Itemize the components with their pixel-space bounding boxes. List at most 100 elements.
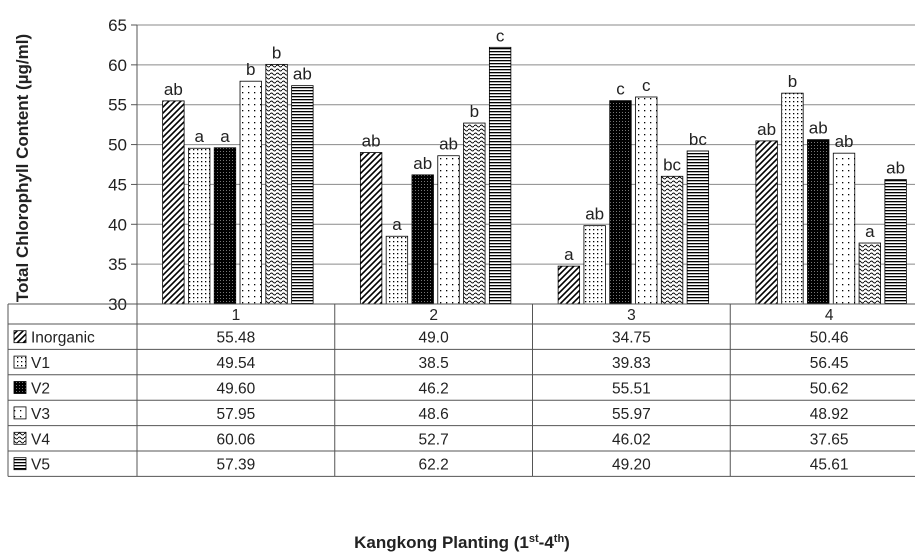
- table-cell-value: 39.83: [612, 355, 651, 372]
- bar-v3-cat-1: [239, 80, 262, 305]
- category-label: 4: [825, 307, 834, 324]
- significance-letter: b: [246, 60, 255, 79]
- bar-v5-cat-2: [488, 46, 512, 305]
- significance-letter: ab: [413, 154, 432, 173]
- y-axis-label: Total Chlorophyll Content (µg/ml): [13, 34, 32, 302]
- bar-v3-cat-4: [832, 152, 856, 305]
- legend-entry: V3: [31, 406, 50, 423]
- bar-v2-cat-2: [411, 174, 434, 305]
- bar-v4-cat-3: [660, 175, 684, 305]
- significance-letter: c: [642, 76, 651, 95]
- y-tick-label: 50: [108, 136, 127, 155]
- bar-v5-cat-1: [291, 85, 314, 305]
- bar-inorganic-cat-1: [162, 100, 185, 305]
- table-cell-value: 55.51: [612, 381, 651, 398]
- legend-entry: Inorganic: [31, 330, 95, 347]
- bar-v2-cat-4: [807, 139, 830, 305]
- bar-v3-cat-2: [437, 155, 460, 305]
- significance-letter: bc: [689, 130, 707, 149]
- category-label: 2: [429, 307, 438, 324]
- significance-letter: a: [564, 245, 574, 264]
- table-cell-value: 48.6: [419, 406, 449, 423]
- table-cell-value: 50.46: [810, 330, 849, 347]
- y-tick-label: 60: [108, 56, 127, 75]
- table-cell-value: 52.7: [419, 431, 449, 448]
- table-cell-value: 50.62: [810, 381, 849, 398]
- bars: [162, 46, 907, 305]
- legend-swatch: [13, 431, 27, 445]
- table-cell-value: 49.54: [216, 355, 255, 372]
- legend-swatch: [13, 355, 27, 369]
- significance-letter: ab: [835, 132, 854, 151]
- significance-letter: c: [496, 26, 505, 45]
- significance-letter: b: [470, 102, 479, 121]
- significance-letter: ab: [757, 120, 776, 139]
- legend-swatch: [13, 381, 27, 394]
- significance-letter: a: [392, 215, 402, 234]
- table-cell-value: 46.2: [419, 381, 449, 398]
- bar-v4-cat-1: [265, 63, 288, 305]
- table-cell-value: 62.2: [419, 457, 449, 474]
- table-cell-value: 49.60: [216, 381, 255, 398]
- bar-v1-cat-3: [583, 225, 606, 305]
- bar-v4-cat-4: [858, 242, 881, 305]
- bar-v3-cat-3: [635, 96, 658, 305]
- table-cell-value: 55.97: [612, 406, 651, 423]
- significance-letter: ab: [585, 205, 604, 224]
- y-tick-label: 45: [108, 175, 127, 194]
- legend-entry: V2: [31, 381, 50, 398]
- bar-v5-cat-3: [686, 150, 710, 305]
- table-cell-value: 57.39: [216, 457, 255, 474]
- y-tick-label: 55: [108, 96, 127, 115]
- y-tick-label: 35: [108, 255, 127, 274]
- table-cell-value: 48.92: [810, 406, 849, 423]
- significance-letter: a: [865, 222, 875, 241]
- bar-v1-cat-1: [188, 147, 211, 305]
- table-cell-value: 34.75: [612, 330, 651, 347]
- bar-inorganic-cat-4: [755, 140, 778, 305]
- significance-letter: ab: [164, 80, 183, 99]
- legend-swatch: [13, 457, 27, 471]
- significance-letter: b: [272, 43, 281, 62]
- significance-letter: ab: [293, 65, 312, 84]
- table-cell-value: 55.48: [216, 330, 255, 347]
- data-table: 1 2 3 4 Inorganic 55.48 49.0 34.75 50.46 V1 49.54 3…: [7, 303, 915, 477]
- legend-entry: V4: [31, 431, 50, 448]
- table-cell-value: 56.45: [810, 355, 849, 372]
- legend-entry: V5: [31, 457, 50, 474]
- significance-letter: c: [616, 80, 625, 99]
- significance-letter: ab: [362, 132, 381, 151]
- table-cell-value: 46.02: [612, 431, 651, 448]
- bar-inorganic-cat-3: [557, 265, 581, 305]
- x-axis-label: Kangkong Planting (1st-4th): [354, 533, 570, 552]
- bar-v4-cat-2: [463, 122, 486, 305]
- table-cell-value: 60.06: [216, 431, 255, 448]
- significance-letter: a: [220, 127, 230, 146]
- bar-v1-cat-4: [781, 92, 804, 305]
- table-cell-value: 49.20: [612, 457, 651, 474]
- category-label: 1: [232, 307, 241, 324]
- significance-letter: ab: [439, 135, 458, 154]
- table-cell-value: 49.0: [419, 330, 450, 347]
- significance-letter: bc: [663, 155, 681, 174]
- legend-entry: V1: [31, 355, 50, 372]
- y-tick-label: 40: [108, 215, 127, 234]
- table-cell-value: 38.5: [419, 355, 449, 372]
- y-tick-label: 65: [108, 16, 127, 35]
- table-cell-value: 37.65: [810, 431, 849, 448]
- bar-v2-cat-3: [609, 100, 632, 305]
- significance-letter: b: [788, 72, 797, 91]
- legend-swatch: [13, 406, 27, 420]
- significance-letter: ab: [886, 159, 905, 178]
- table-cell-value: 45.61: [810, 457, 849, 474]
- bar-v2-cat-1: [213, 147, 237, 305]
- category-label: 3: [627, 307, 636, 324]
- bar-inorganic-cat-2: [359, 152, 383, 305]
- significance-letter: a: [194, 127, 204, 146]
- table-cell-value: 57.95: [216, 406, 255, 423]
- bar-v1-cat-2: [385, 235, 409, 305]
- legend-swatch: [13, 330, 27, 344]
